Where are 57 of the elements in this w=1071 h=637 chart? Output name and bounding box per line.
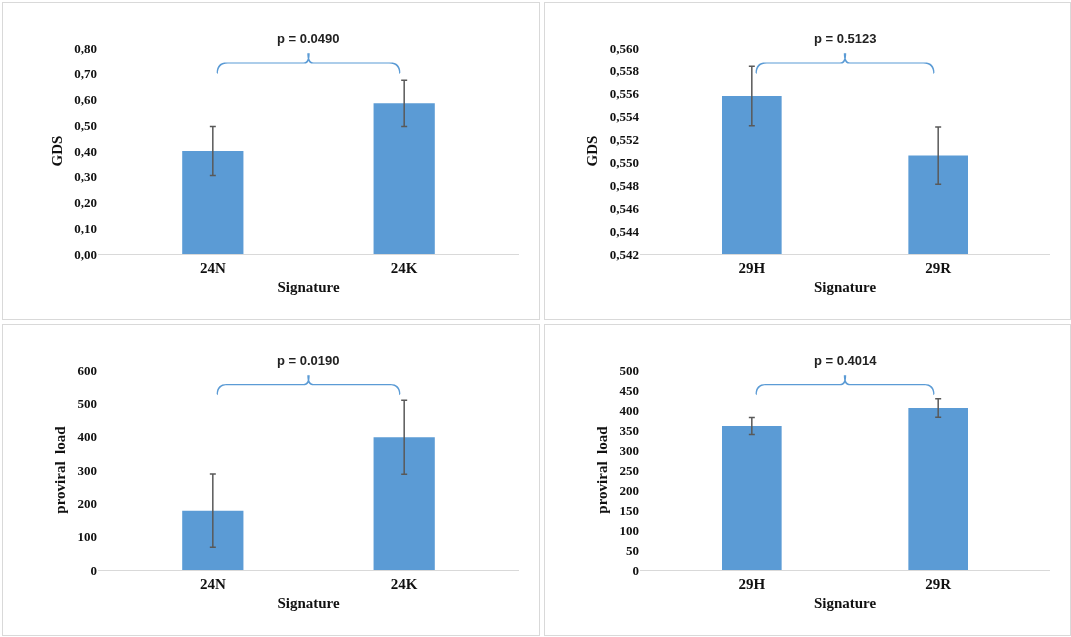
y-tick-label: 200 bbox=[619, 482, 639, 498]
x-tick-label: 29R bbox=[925, 260, 952, 276]
y-tick-label: 0,544 bbox=[609, 223, 640, 239]
text: p = 0.5123 bbox=[814, 31, 877, 46]
y-tick-label: 0,556 bbox=[609, 86, 640, 102]
y-tick-label: 0,60 bbox=[74, 92, 97, 108]
y-tick-label: 0,554 bbox=[609, 109, 640, 125]
y-tick-label: 0,10 bbox=[74, 220, 97, 236]
y-tick-label: 300 bbox=[619, 442, 639, 458]
x-tick-label: 29H bbox=[738, 576, 766, 592]
y-tick-label: 0,560 bbox=[609, 40, 639, 56]
x-tick-label: 24K bbox=[390, 576, 418, 592]
text: p = 0.0490 bbox=[277, 31, 340, 46]
y-tick-label: 50 bbox=[626, 542, 639, 558]
y-tick-label: 500 bbox=[77, 395, 97, 411]
y-tick-label: 200 bbox=[77, 495, 97, 511]
y-tick-label: 0,40 bbox=[74, 143, 97, 159]
y-tick-label: 150 bbox=[619, 502, 639, 518]
x-axis-title: Signature bbox=[813, 595, 877, 611]
y-tick-label: 0,50 bbox=[74, 117, 97, 133]
y-tick-label: 100 bbox=[619, 522, 639, 538]
y-tick-label: 600 bbox=[77, 362, 97, 378]
text: p = 0.0190 bbox=[277, 353, 340, 368]
y-tick-label: 0,542 bbox=[609, 246, 639, 262]
y-tick-label: 250 bbox=[619, 462, 639, 478]
y-tick-label: 500 bbox=[619, 362, 639, 378]
x-axis-title: Signature bbox=[813, 279, 877, 295]
y-tick-label: 0,70 bbox=[74, 66, 97, 82]
y-tick-label: 0,548 bbox=[609, 177, 640, 193]
y-tick-label: 100 bbox=[77, 529, 97, 545]
y-tick-label: 0,558 bbox=[609, 63, 640, 79]
text: p = 0.4014 bbox=[814, 353, 878, 368]
y-tick-label: 0,552 bbox=[609, 132, 639, 148]
y-tick-label: 0,20 bbox=[74, 195, 97, 211]
y-tick-label: 0 bbox=[90, 562, 97, 578]
x-tick-label: 24N bbox=[199, 260, 226, 276]
x-axis-title: Signature bbox=[277, 279, 340, 295]
y-tick-label: 0 bbox=[632, 562, 639, 578]
y-tick-label: 400 bbox=[619, 402, 639, 418]
y-axis-title: GDS bbox=[48, 135, 65, 167]
y-axis-title: GDS bbox=[584, 135, 600, 167]
y-axis-title: proviral load bbox=[51, 425, 68, 514]
y-axis-title: proviral load bbox=[593, 425, 610, 514]
y-tick-label: 0,30 bbox=[74, 169, 97, 185]
y-tick-label: 350 bbox=[619, 422, 639, 438]
y-tick-label: 300 bbox=[77, 462, 97, 478]
x-axis-title: Signature bbox=[277, 595, 340, 611]
y-tick-label: 0,80 bbox=[74, 40, 97, 56]
x-tick-label: 29H bbox=[738, 260, 766, 276]
x-tick-label: 24N bbox=[199, 576, 226, 592]
y-tick-label: 400 bbox=[77, 429, 97, 445]
y-tick-label: 450 bbox=[619, 382, 639, 398]
x-tick-label: 24K bbox=[390, 260, 418, 276]
x-tick-label: 29R bbox=[925, 576, 952, 592]
y-tick-label: 0,00 bbox=[74, 246, 97, 262]
y-tick-label: 0,546 bbox=[609, 200, 640, 216]
y-tick-label: 0,550 bbox=[609, 154, 639, 170]
